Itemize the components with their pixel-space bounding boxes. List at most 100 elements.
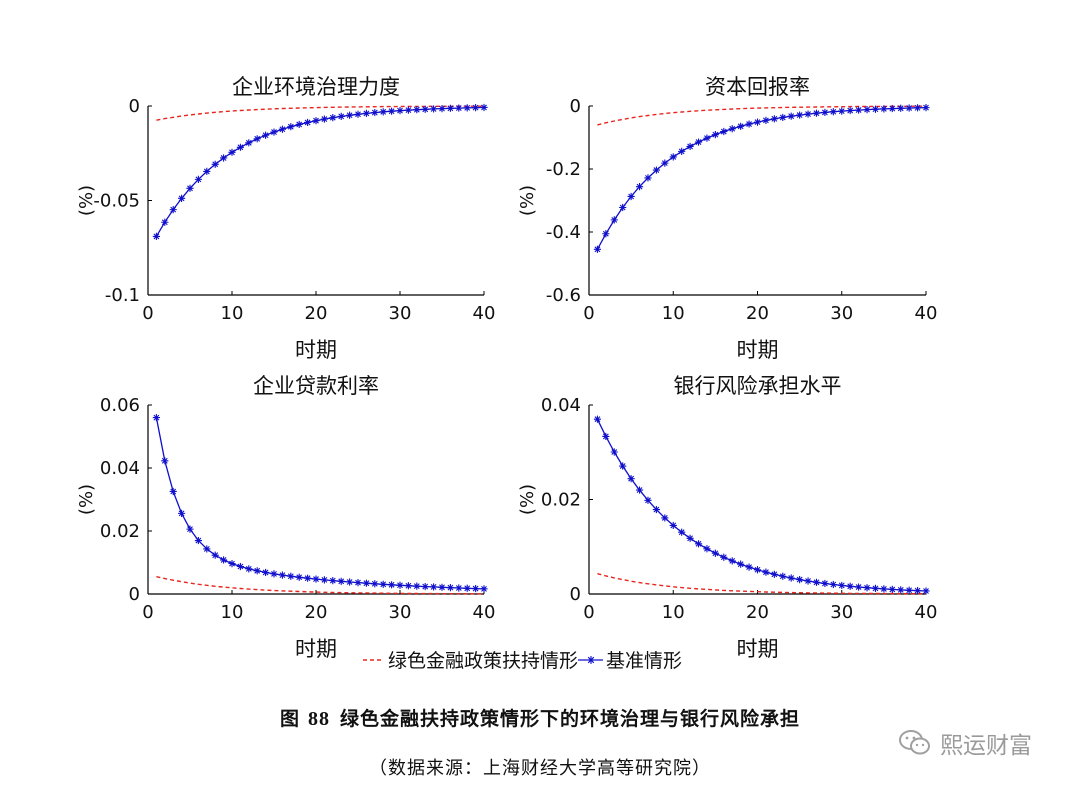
x-tick-label: 20: [746, 602, 769, 623]
data-point-marker: [863, 106, 871, 114]
data-point-marker: [871, 105, 880, 113]
data-point-marker: [745, 120, 753, 128]
data-point-marker: [644, 496, 652, 504]
y-axis-label: (%): [517, 484, 538, 515]
data-point-marker: [152, 414, 160, 422]
data-point-marker: [463, 584, 471, 592]
series-line-baseline: [155, 417, 485, 590]
data-point-marker: [753, 566, 762, 574]
data-point-marker: [796, 575, 804, 584]
wechat-icon: [899, 730, 930, 755]
data-point-marker: [337, 577, 345, 585]
data-point-marker: [762, 116, 770, 124]
data-point-marker: [455, 584, 463, 592]
watermark: 熙运财富: [898, 726, 1032, 760]
data-point-marker: [855, 583, 863, 591]
data-point-marker: [627, 192, 635, 201]
data-point-marker: [354, 110, 362, 118]
data-point-marker: [888, 104, 896, 113]
data-point-marker: [905, 104, 913, 112]
data-point-marker: [779, 572, 787, 580]
data-point-marker: [821, 108, 829, 117]
data-point-marker: [694, 138, 703, 146]
figure-title: 绿色金融扶持政策情形下的环境治理与银行风险承担: [340, 708, 801, 730]
x-tick-label: 0: [142, 602, 153, 623]
series-line-baseline: [596, 418, 927, 592]
data-point-marker: [253, 135, 261, 143]
data-point-marker: [897, 586, 905, 594]
data-point-marker: [472, 584, 480, 593]
data-point-marker: [438, 105, 446, 113]
x-tick-label: 30: [830, 303, 853, 324]
figure-number: 88: [308, 708, 330, 730]
data-point-marker: [304, 118, 312, 127]
data-point-marker: [194, 536, 202, 545]
y-tick-label: 0.02: [100, 521, 140, 542]
chart-title: 企业环境治理力度: [232, 75, 400, 99]
data-point-marker: [880, 585, 888, 593]
data-point-marker: [619, 462, 627, 470]
data-point-marker: [694, 540, 703, 548]
data-point-marker: [211, 551, 219, 559]
data-point-marker: [379, 108, 387, 116]
data-point-marker: [593, 415, 602, 423]
data-point-marker: [686, 142, 694, 151]
data-point-marker: [913, 104, 922, 112]
data-point-marker: [686, 534, 694, 542]
data-point-marker: [211, 160, 219, 168]
data-point-marker: [463, 104, 471, 112]
y-tick-label: -0.05: [93, 191, 140, 212]
data-point-marker: [737, 122, 745, 130]
x-axis-label: 时期: [737, 637, 779, 661]
data-point-marker: [329, 114, 337, 122]
x-tick-label: 40: [473, 602, 496, 623]
data-point-marker: [610, 448, 618, 456]
data-point-marker: [430, 105, 438, 113]
y-tick-label: 0: [129, 96, 140, 117]
x-tick-label: 0: [142, 303, 153, 324]
data-point-marker: [371, 108, 379, 117]
data-point-marker: [236, 143, 244, 151]
data-point-marker: [762, 568, 770, 576]
data-point-marker: [228, 560, 236, 568]
data-point-marker: [220, 154, 228, 162]
data-point-marker: [593, 245, 602, 253]
data-point-marker: [161, 457, 169, 465]
y-axis-label: (%): [76, 185, 97, 216]
data-point-marker: [770, 115, 778, 123]
data-point-marker: [245, 139, 253, 147]
y-tick-label: 0: [129, 584, 140, 605]
data-point-marker: [897, 104, 905, 112]
data-point-marker: [329, 577, 337, 585]
figure-label: 图: [279, 708, 300, 730]
data-point-marker: [644, 174, 652, 182]
x-tick-label: 40: [915, 303, 938, 324]
series-line-baseline: [155, 106, 485, 237]
y-tick-label: 0: [570, 584, 581, 605]
data-point-marker: [320, 115, 328, 123]
data-point-marker: [186, 525, 194, 533]
data-point-marker: [480, 103, 488, 112]
data-point-marker: [312, 117, 320, 125]
data-point-marker: [711, 131, 719, 139]
series-line-policy: [156, 576, 484, 595]
data-point-marker: [354, 579, 362, 587]
x-tick-label: 10: [662, 303, 685, 324]
data-point-marker: [270, 128, 278, 136]
data-point-marker: [404, 106, 412, 114]
data-point-marker: [812, 109, 821, 117]
data-point-marker: [186, 184, 194, 192]
data-point-marker: [203, 545, 211, 553]
data-point-marker: [838, 107, 846, 115]
data-point-marker: [871, 584, 880, 592]
data-point-marker: [304, 574, 312, 582]
data-point-marker: [472, 104, 480, 112]
y-tick-label: -0.6: [546, 285, 581, 306]
data-point-marker: [635, 486, 644, 494]
data-point-marker: [602, 432, 610, 441]
data-point-marker: [346, 578, 354, 586]
